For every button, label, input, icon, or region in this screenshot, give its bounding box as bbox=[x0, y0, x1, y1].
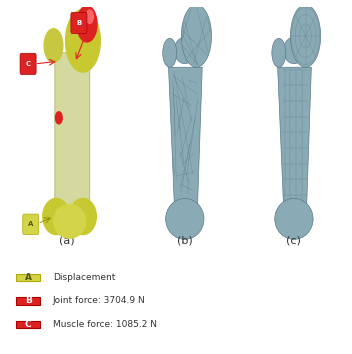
FancyBboxPatch shape bbox=[23, 214, 39, 235]
Text: B: B bbox=[25, 296, 32, 306]
Circle shape bbox=[65, 10, 100, 72]
FancyBboxPatch shape bbox=[71, 12, 87, 34]
Circle shape bbox=[181, 5, 212, 67]
Ellipse shape bbox=[43, 199, 70, 235]
Ellipse shape bbox=[70, 199, 96, 235]
Text: C: C bbox=[26, 61, 31, 67]
Ellipse shape bbox=[283, 37, 304, 64]
Text: Displacement: Displacement bbox=[53, 273, 115, 282]
Ellipse shape bbox=[166, 199, 204, 239]
Text: (a): (a) bbox=[59, 235, 75, 245]
Polygon shape bbox=[278, 67, 311, 205]
Text: B: B bbox=[76, 20, 82, 26]
Text: A: A bbox=[25, 273, 32, 282]
Ellipse shape bbox=[54, 205, 86, 238]
Text: (c): (c) bbox=[287, 235, 301, 245]
FancyBboxPatch shape bbox=[16, 321, 40, 328]
Ellipse shape bbox=[275, 199, 313, 239]
FancyBboxPatch shape bbox=[16, 297, 40, 304]
FancyBboxPatch shape bbox=[16, 274, 40, 281]
Circle shape bbox=[77, 6, 97, 42]
Circle shape bbox=[86, 10, 93, 23]
Text: Joint force: 3704.9 N: Joint force: 3704.9 N bbox=[53, 296, 145, 306]
Text: Muscle force: 1085.2 N: Muscle force: 1085.2 N bbox=[53, 320, 157, 329]
Circle shape bbox=[163, 38, 177, 67]
Text: C: C bbox=[25, 320, 31, 329]
FancyBboxPatch shape bbox=[55, 53, 90, 217]
Circle shape bbox=[56, 112, 62, 124]
Text: (b): (b) bbox=[177, 235, 193, 245]
Ellipse shape bbox=[174, 37, 195, 64]
Circle shape bbox=[272, 38, 286, 67]
Circle shape bbox=[290, 5, 321, 67]
Polygon shape bbox=[169, 67, 202, 205]
Circle shape bbox=[44, 29, 63, 62]
FancyBboxPatch shape bbox=[20, 53, 36, 74]
Text: A: A bbox=[28, 222, 33, 228]
